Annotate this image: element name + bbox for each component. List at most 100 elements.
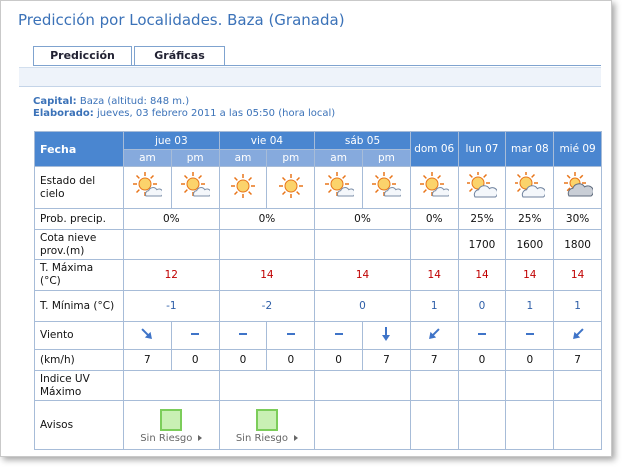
value-cell: 0 [314,349,364,371]
value-cell [314,229,411,260]
wind-icon [478,333,486,335]
sky-cell [314,166,364,209]
warning-cell [409,400,459,450]
table-row: Avisos Sin Riesgo Sin Riesgo [34,400,602,450]
value-cell: 1600 [505,229,555,260]
row-label: Cota nieve prov.(m) [34,229,124,260]
table-row: Estado del cielo [34,166,602,209]
value-cell: 0 [170,349,220,371]
sky-icon [278,174,303,198]
value-cell: 7 [409,349,459,371]
value: jueves, 03 febrero 2011 a las 05:50 (hor… [96,108,336,119]
wind-icon [525,333,534,335]
wind-cell [553,321,602,350]
value-cell [218,229,316,260]
value-cell: 25% [505,208,555,230]
value-cell: 0 [505,349,555,371]
wind-icon [429,328,440,339]
tab-active[interactable]: Predicción [33,46,132,65]
value-cell: 1 [505,290,555,322]
wind-cell [170,321,220,350]
sky-icon [133,172,164,197]
sky-cell [123,166,172,209]
warning-cell: Sin Riesgo [123,400,220,450]
sky-cell [409,166,459,209]
value-cell [123,229,220,260]
table-row: Prob. precip. 0% 0% 0% 0% 25% 25% 30% [34,208,602,230]
row-label: T. Mínima (°C) [34,290,124,322]
period-header: pm [170,149,220,167]
header-cell: Fecha [34,131,124,167]
forecast-table: Fecha jue 03 vie 04 sáb 05 dom 06 lun 07 mar 0… [34,131,602,450]
value-cell: 0 [314,290,411,322]
warning-cell: Sin Riesgo [218,400,316,450]
sky-icon [372,172,403,197]
warning-cell [457,400,507,450]
warning-cell [553,400,602,450]
period-header: pm [266,149,316,167]
value-cell [553,370,602,401]
table-row: T. Mínima (°C) -1 -2 0 1 0 1 1 [34,290,602,322]
row-label: Viento [34,321,124,350]
value-cell: -2 [218,290,316,322]
wind-icon [191,333,200,335]
wind-icon [572,328,584,339]
day-header: mié 09 [553,131,602,167]
wind-icon [334,333,343,335]
value-cell: 1700 [457,229,507,260]
warning-text: Sin Riesgo [140,432,193,444]
warning-box [255,408,278,431]
row-label: Prob. precip. [34,208,124,230]
value-cell: 14 [505,259,555,291]
sky-icon [513,171,546,198]
sky-cell [457,166,507,209]
sky-cell [266,166,316,209]
wind-icon [286,333,295,335]
tab-line [33,65,601,66]
warning-text: Sin Riesgo [235,432,289,444]
wind-cell [457,321,507,350]
toolbar-strip [19,67,601,87]
tab[interactable]: Gráficas [134,46,225,65]
day-header: sáb 05 [314,131,411,150]
sky-icon [420,172,451,197]
table-row: Viento [34,321,602,350]
day-header: lun 07 [457,131,507,167]
value-cell: 14 [409,259,459,291]
value-cell: 14 [314,259,411,291]
label: Elaborado: [33,108,94,119]
wind-icon [382,327,391,341]
sky-cell [553,166,602,209]
value-cell: 1 [553,290,602,322]
value-cell: 30% [553,208,602,230]
wind-cell [123,321,172,350]
day-header: dom 06 [409,131,459,167]
sky-icon [563,172,594,197]
table-row: am pm am pm am pm [35,149,602,167]
day-header: mar 08 [505,131,555,167]
period-header: am [218,149,268,167]
value-cell [123,370,220,401]
warning-arrow [198,434,203,441]
row-label: Estado del cielo [34,166,124,209]
value: Baza (altitud: 848 m.) [79,96,190,107]
info-line: Elaborado: jueves, 03 febrero 2011 a las… [33,108,335,119]
table-row: Fecha jue 03 vie 04 sáb 05 dom 06 lun 07 mar 0… [34,131,602,167]
wind-icon [239,333,247,335]
value-cell: 12 [123,259,220,291]
sky-icon [231,174,255,198]
value-cell: 0 [266,349,316,371]
value-cell: 7 [553,349,602,371]
value-cell: 1 [409,290,459,322]
value-cell: 0% [218,208,316,230]
value-cell: 0% [409,208,459,230]
warning-line: Sin Riesgo [124,432,218,444]
table-row: Indice UV Máximo [34,370,602,401]
row-label: (km/h) [34,349,124,371]
value-cell: 1800 [553,229,602,260]
value-cell [218,370,316,401]
value-cell [505,370,555,401]
sky-icon [181,172,212,197]
wind-cell [505,321,555,350]
warning-cell [505,400,555,450]
